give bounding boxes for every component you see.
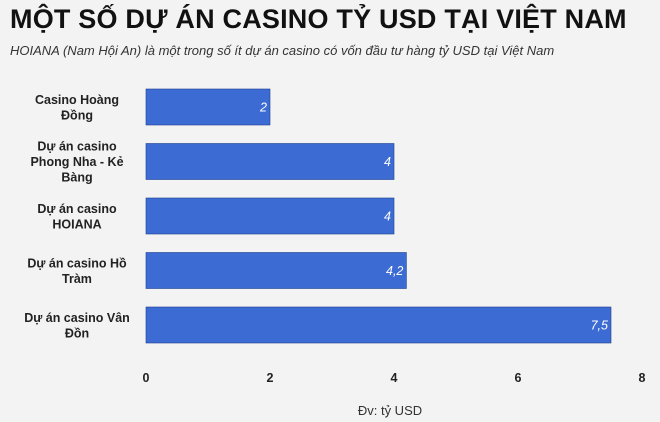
value-label: 4 — [384, 155, 391, 169]
value-label: 2 — [259, 101, 267, 115]
bar — [145, 143, 395, 180]
value-label: 4,2 — [386, 264, 403, 278]
chart-title: MỘT SỐ DỰ ÁN CASINO TỶ USD TẠI VIỆT NAM — [10, 4, 627, 34]
chart-subtitle: HOIANA (Nam Hội An) là một trong số ít d… — [10, 43, 555, 58]
value-label: 7,5 — [591, 319, 608, 333]
category-label: Dự án casino HOIANA — [37, 202, 117, 232]
category-label: Dự án casino Vân Đồn — [24, 311, 130, 341]
bar — [145, 197, 395, 235]
category-label: Dự án casino Phong Nha - Kẻ Bàng — [30, 140, 123, 185]
bar — [145, 252, 407, 289]
category-label: Dự án casino Hồ Tràm — [27, 256, 127, 286]
x-axis-title: Đv: tỷ USD — [358, 403, 422, 418]
category-label: Casino Hoàng Đồng — [35, 93, 119, 123]
x-tick-label: 8 — [639, 371, 646, 385]
x-tick-label: 2 — [267, 371, 274, 385]
value-label: 4 — [384, 210, 391, 224]
bar — [145, 306, 612, 344]
x-tick-label: 0 — [143, 371, 150, 385]
bar — [145, 88, 271, 126]
x-tick-label: 4 — [391, 371, 398, 385]
x-tick-label: 6 — [515, 371, 522, 385]
